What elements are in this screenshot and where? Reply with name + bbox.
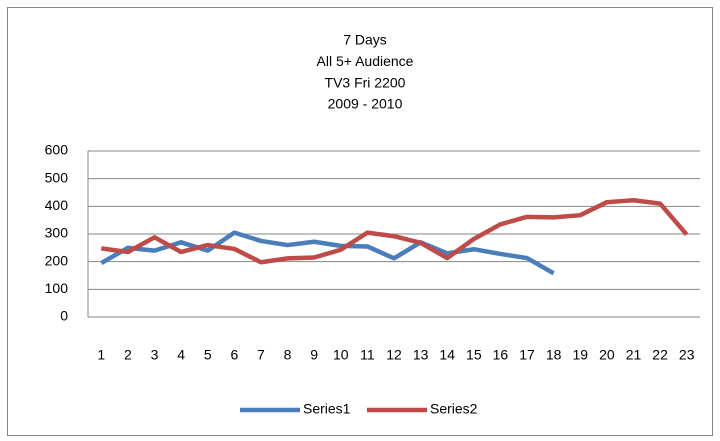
- x-tick-label: 11: [360, 347, 375, 363]
- chart-title: 7 Days: [343, 32, 387, 48]
- y-tick-label: 500: [45, 169, 69, 185]
- x-tick-label: 19: [572, 347, 588, 363]
- x-tick-label: 3: [151, 347, 159, 363]
- x-tick-label: 10: [333, 347, 349, 363]
- x-tick-label: 14: [439, 347, 455, 363]
- series-line: [100, 230, 555, 276]
- chart-title: 2009 - 2010: [328, 96, 403, 112]
- x-tick-label: 7: [257, 347, 265, 363]
- x-tick-label: 1: [97, 347, 105, 363]
- chart-border: [7, 7, 713, 436]
- y-tick-label: 200: [45, 252, 69, 268]
- x-tick-label: 22: [652, 347, 668, 363]
- y-tick-label: 100: [45, 280, 69, 296]
- x-tick-label: 15: [466, 347, 482, 363]
- y-tick-label: 300: [45, 225, 69, 241]
- x-tick-label: 18: [546, 347, 562, 363]
- x-tick-label: 4: [177, 347, 185, 363]
- x-tick-label: 5: [204, 347, 212, 363]
- chart-title: TV3 Fri 2200: [325, 74, 406, 90]
- y-tick-label: 400: [45, 197, 69, 213]
- y-tick-label: 600: [45, 142, 69, 158]
- legend-label: Series1: [303, 401, 351, 417]
- series-line: [101, 197, 689, 265]
- x-tick-label: 8: [284, 347, 292, 363]
- chart-title: All 5+ Audience: [317, 53, 414, 69]
- x-tick-label: 2: [124, 347, 132, 363]
- x-tick-label: 12: [386, 347, 402, 363]
- legend-label: Series2: [430, 401, 478, 417]
- x-tick-label: 9: [310, 347, 318, 363]
- x-tick-label: 16: [493, 347, 509, 363]
- x-tick-label: 13: [413, 347, 429, 363]
- y-tick-label: 0: [60, 308, 68, 324]
- x-tick-label: 23: [679, 347, 695, 363]
- x-tick-label: 21: [626, 347, 642, 363]
- x-tick-label: 20: [599, 347, 615, 363]
- x-tick-label: 6: [230, 347, 238, 363]
- x-tick-label: 17: [519, 347, 535, 363]
